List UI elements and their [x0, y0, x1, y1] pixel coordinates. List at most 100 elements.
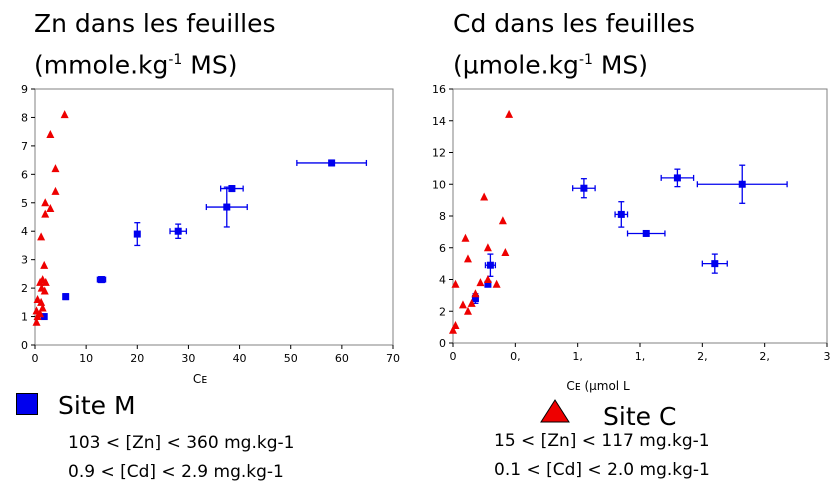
left-x-tick-label: 70 — [386, 352, 400, 365]
right-x-tick-label: 0, — [510, 350, 521, 363]
site-c-zn-range: 15 < [Zn] < 117 mg.kg-1 — [494, 431, 710, 451]
right-unit-sup: -1 — [578, 52, 593, 68]
right-x-tick-label: 1, — [635, 350, 646, 363]
left-site-m-point — [40, 313, 48, 321]
site-m-swatch — [16, 393, 38, 415]
left-site-c-point — [32, 306, 41, 315]
left-site-m-point — [174, 227, 182, 235]
site-m-label: Site M — [58, 391, 136, 420]
right-y-tick-label: 2 — [439, 305, 446, 318]
left-y-tick-label: 7 — [21, 140, 28, 153]
left-site-m-point — [228, 185, 236, 193]
left-y-tick-label: 1 — [21, 311, 28, 324]
site-c-label: Site C — [603, 402, 677, 431]
right-chart-group: 0 2 4 6 8 10 12 14 16 0 0, 1, 1, 2, 2, 3 Cᴇ (µmol L — [432, 83, 831, 393]
right-site-c-point — [492, 279, 501, 288]
right-site-c-point — [498, 216, 507, 225]
right-unit-pre: (µmole.kg — [453, 50, 579, 80]
left-site-c-point — [60, 110, 69, 119]
right-site-c-point — [458, 300, 467, 309]
right-site-m-point — [617, 210, 625, 218]
right-site-m-point — [580, 184, 588, 192]
right-x-tick-label: 0 — [450, 350, 457, 363]
right-site-c-point — [449, 325, 457, 334]
left-unit-sup: -1 — [168, 52, 183, 68]
left-y-tick-label: 2 — [21, 282, 28, 295]
right-site-c-point — [501, 248, 510, 257]
left-y-tick-label: 0 — [21, 339, 28, 352]
left-site-c-point — [40, 260, 49, 269]
left-x-tick-label: 60 — [335, 352, 349, 365]
right-site-m-point — [711, 260, 719, 268]
left-x-axis-label: Cᴇ — [193, 372, 207, 386]
left-site-c-point — [40, 286, 49, 295]
right-x-tick-label: 1, — [572, 350, 583, 363]
right-title-unit: (µmole.kg-1 MS) — [453, 42, 695, 83]
left-site-c-point — [36, 309, 45, 318]
left-site-m-point — [97, 276, 105, 284]
left-unit-post: MS) — [182, 50, 238, 80]
right-plot-frame — [452, 88, 828, 344]
left-title-unit: (mmole.kg-1 MS) — [34, 42, 276, 83]
left-y-tick-label: 8 — [21, 111, 28, 124]
right-x-axis-label: Cᴇ (µmol L — [566, 379, 630, 393]
left-site-c-point — [37, 297, 46, 306]
right-site-c-point — [451, 321, 460, 330]
left-site-c-point — [32, 317, 41, 326]
left-y-tick-label: 9 — [21, 83, 28, 96]
left-y-tick-label: 6 — [21, 168, 28, 181]
right-title-line1: Cd dans les feuilles — [453, 9, 695, 38]
right-y-tick-label: 10 — [432, 178, 446, 191]
left-site-c-point — [46, 130, 55, 139]
right-site-c-point — [461, 233, 470, 242]
site-c-swatch — [540, 399, 570, 423]
left-site-c-point — [37, 232, 46, 241]
right-site-c-point — [463, 306, 472, 315]
right-unit-post: MS) — [592, 50, 649, 80]
right-chart-title: Cd dans les feuilles (µmole.kg-1 MS) — [453, 6, 695, 83]
left-x-tick-label: 30 — [181, 352, 195, 365]
left-x-tick-label: 0 — [32, 352, 39, 365]
left-x-tick-label: 10 — [79, 352, 93, 365]
left-y-tick-label: 4 — [21, 225, 28, 238]
right-site-c-point — [467, 298, 476, 307]
left-site-c-point — [41, 209, 50, 218]
left-chart-group: 0 1 2 3 4 5 6 7 8 9 0 10 20 30 40 50 60 70 Cᴇ — [21, 83, 400, 386]
right-site-c-point — [476, 278, 485, 287]
left-title-line1: Zn dans les feuilles — [34, 9, 276, 38]
right-site-c-point — [505, 109, 514, 118]
left-unit-pre: (mmole.kg — [34, 50, 169, 80]
right-x-tick-label: 2, — [759, 350, 770, 363]
right-x-tick-label: 3 — [824, 350, 831, 363]
right-y-tick-label: 8 — [439, 210, 446, 223]
right-y-tick-label: 4 — [439, 274, 446, 287]
left-plot-frame — [34, 88, 394, 346]
left-chart-title: Zn dans les feuilles (mmole.kg-1 MS) — [34, 6, 276, 83]
right-site-m-point — [484, 280, 492, 288]
left-site-c-point — [33, 294, 42, 303]
left-site-c-point — [51, 164, 60, 173]
right-y-tick-label: 0 — [439, 337, 446, 350]
right-site-c-point — [483, 243, 492, 252]
left-site-c-point — [41, 277, 50, 286]
left-site-c-point — [46, 203, 55, 212]
left-site-m-point — [223, 203, 231, 211]
left-x-tick-label: 40 — [233, 352, 247, 365]
right-y-tick-label: 16 — [432, 83, 446, 96]
right-y-tick-label: 14 — [432, 115, 446, 128]
right-site-m-point — [471, 295, 479, 303]
left-y-tick-label: 3 — [21, 254, 28, 267]
right-site-m-point — [642, 229, 650, 237]
right-site-c-point — [451, 279, 460, 288]
left-site-c-point — [41, 198, 50, 207]
right-site-c-point — [463, 254, 472, 263]
site-m-cd-range: 0.9 < [Cd] < 2.9 mg.kg-1 — [68, 462, 284, 482]
left-site-m-point — [133, 230, 141, 238]
right-site-m-point — [673, 174, 681, 182]
left-x-tick-label: 50 — [284, 352, 298, 365]
left-site-c-point — [36, 277, 45, 286]
right-site-c-point — [480, 192, 489, 201]
right-site-m-point — [738, 180, 746, 188]
left-x-tick-label: 20 — [130, 352, 144, 365]
